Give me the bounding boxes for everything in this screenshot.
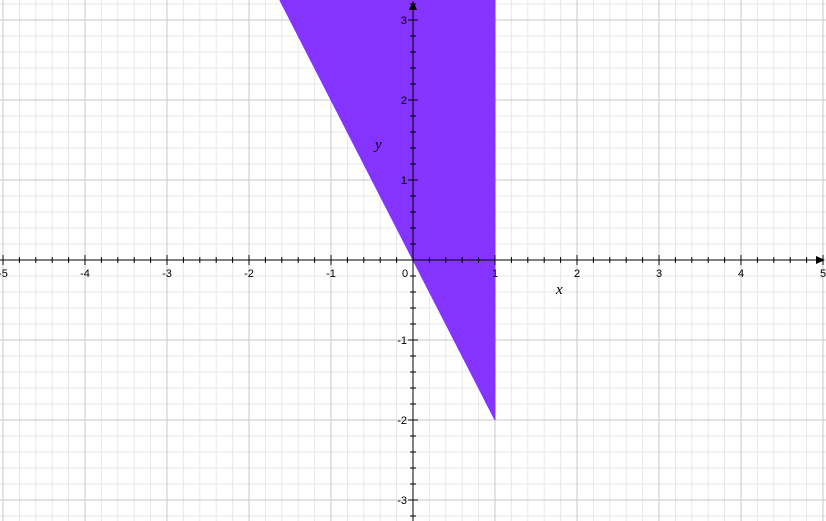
x-tick-label: -3	[162, 268, 172, 280]
shaded-region-layer	[279, 0, 496, 421]
y-axis-label: y	[373, 137, 382, 153]
x-tick-label: -1	[326, 268, 336, 280]
y-tick-label: -3	[397, 495, 407, 507]
y-tick-label: 2	[401, 95, 407, 107]
y-axis-arrow	[409, 1, 417, 10]
x-axis-arrow	[816, 256, 825, 264]
x-tick-label: 3	[656, 268, 662, 280]
x-tick-label: 1	[492, 268, 498, 280]
x-tick-label: 4	[738, 268, 744, 280]
y-tick-label: 3	[401, 15, 407, 27]
x-tick-label: -4	[80, 268, 90, 280]
y-tick-label: 1	[401, 175, 407, 187]
x-tick-label: 0	[402, 268, 408, 280]
x-axis-label: x	[555, 282, 563, 298]
x-tick-label: -5	[0, 268, 8, 280]
shaded-region	[279, 0, 496, 421]
x-tick-label: 2	[574, 268, 580, 280]
y-tick-label: -2	[397, 415, 407, 427]
tick-labels: -5 -4 -3 -2 -1 0 1 2 3 4 5 -3 -2 -1 1 2 3	[0, 15, 826, 507]
x-tick-label: -2	[244, 268, 254, 280]
y-tick-label: -1	[397, 335, 407, 347]
x-tick-label: 5	[820, 268, 826, 280]
